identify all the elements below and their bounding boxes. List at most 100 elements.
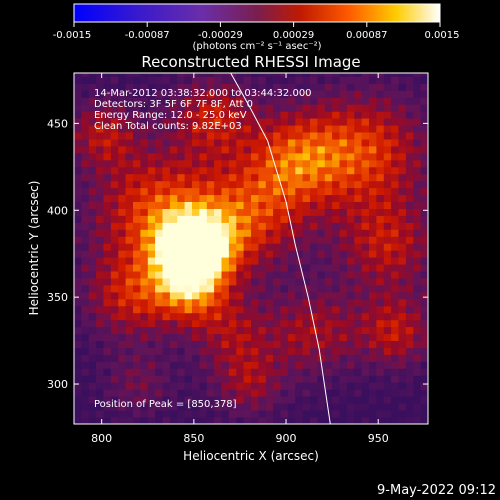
- heatmap-cell: [184, 291, 193, 300]
- heatmap-cell: [221, 208, 230, 216]
- heatmap-cell: [398, 159, 407, 168]
- heatmap-cell: [258, 125, 267, 133]
- heatmap-cell: [376, 264, 385, 272]
- heatmap-cell: [339, 236, 348, 244]
- heatmap-cell: [354, 243, 363, 251]
- heatmap-cell: [221, 319, 230, 328]
- heatmap-cell: [162, 368, 171, 376]
- heatmap-cell: [103, 257, 112, 265]
- heatmap-cell: [265, 312, 274, 321]
- heatmap-cell: [236, 180, 245, 189]
- heatmap-cell: [133, 229, 141, 237]
- heatmap-cell: [177, 333, 186, 341]
- heatmap-cell: [273, 410, 281, 418]
- heatmap-cell: [295, 396, 304, 404]
- heatmap-cell: [280, 146, 289, 154]
- heatmap-cell: [369, 173, 377, 182]
- heatmap-cell: [280, 312, 289, 321]
- heatmap-cell: [236, 187, 245, 196]
- heatmap-cell: [361, 298, 370, 307]
- heatmap-cell: [369, 166, 377, 175]
- heatmap-cell: [96, 417, 104, 424]
- heatmap-cell: [354, 152, 363, 161]
- heatmap-cell: [147, 354, 156, 362]
- heatmap-cell: [273, 326, 281, 335]
- heatmap-cell: [383, 132, 392, 140]
- heatmap-cell: [339, 139, 348, 147]
- heatmap-cell: [236, 264, 245, 272]
- heatmap-cell: [228, 368, 237, 376]
- heatmap-cell: [295, 111, 304, 119]
- heatmap-cell: [169, 76, 178, 84]
- heatmap-cell: [383, 389, 392, 397]
- heatmap-cell: [103, 187, 112, 196]
- heatmap-cell: [110, 159, 119, 168]
- heatmap-cell: [310, 104, 318, 112]
- heatmap-cell: [96, 257, 104, 265]
- heatmap-cell: [265, 250, 274, 258]
- heatmap-cell: [243, 229, 252, 237]
- heatmap-cell: [420, 382, 428, 390]
- heatmap-cell: [133, 375, 141, 383]
- heatmap-cell: [221, 285, 230, 293]
- heatmap-cell: [287, 403, 296, 411]
- heatmap-cell: [74, 222, 82, 230]
- heatmap-cell: [74, 229, 82, 237]
- heatmap-cell: [287, 104, 296, 112]
- heatmap-cell: [280, 236, 289, 244]
- heatmap-cell: [317, 417, 326, 424]
- heatmap-cell: [110, 208, 119, 216]
- heatmap-cell: [280, 250, 289, 258]
- heatmap-cell: [147, 340, 156, 348]
- heatmap-cell: [140, 180, 149, 189]
- heatmap-cell: [103, 312, 112, 321]
- heatmap-cell: [346, 194, 355, 202]
- heatmap-cell: [74, 264, 82, 272]
- heatmap-cell: [140, 104, 149, 112]
- heatmap-cell: [169, 173, 178, 182]
- heatmap-cell: [251, 396, 259, 404]
- heatmap-cell: [420, 291, 428, 300]
- heatmap-cell: [339, 340, 348, 348]
- heatmap-cell: [243, 396, 252, 404]
- heatmap-cell: [287, 250, 296, 258]
- heatmap-cell: [206, 403, 215, 411]
- heatmap-cell: [228, 319, 237, 328]
- heatmap-cell: [228, 229, 237, 237]
- heatmap-cell: [133, 125, 141, 133]
- heatmap-cell: [251, 97, 259, 105]
- heatmap-cell: [346, 305, 355, 314]
- heatmap-cell: [118, 173, 127, 182]
- heatmap-cell: [265, 264, 274, 272]
- heatmap-cell: [391, 410, 399, 418]
- heatmap-cell: [221, 73, 230, 77]
- heatmap-cell: [169, 382, 178, 390]
- heatmap-cell: [361, 236, 370, 244]
- heatmap-cell: [383, 187, 392, 196]
- heatmap-cell: [383, 298, 392, 307]
- heatmap-cell: [133, 201, 141, 209]
- heatmap-cell: [199, 229, 208, 237]
- heatmap-cell: [199, 173, 208, 182]
- heatmap-cell: [317, 215, 326, 223]
- heatmap-cell: [258, 375, 267, 383]
- heatmap-cell: [228, 396, 237, 404]
- heatmap-cell: [251, 180, 259, 189]
- heatmap-cell: [413, 76, 422, 84]
- heatmap-cell: [369, 389, 377, 397]
- heatmap-cell: [405, 104, 414, 112]
- heatmap-cell: [398, 410, 407, 418]
- heatmap-cell: [317, 396, 326, 404]
- heatmap-cell: [96, 236, 104, 244]
- heatmap-cell: [184, 194, 193, 202]
- heatmap-cell: [147, 139, 156, 147]
- heatmap-cell: [133, 305, 141, 314]
- heatmap-cell: [162, 139, 171, 147]
- heatmap-cell: [74, 166, 82, 175]
- y-tick-label: 450: [47, 117, 68, 130]
- heatmap-cell: [295, 291, 304, 300]
- heatmap-cell: [273, 368, 281, 376]
- heatmap-cell: [251, 305, 259, 314]
- heatmap-cell: [206, 159, 215, 168]
- heatmap-cell: [258, 396, 267, 404]
